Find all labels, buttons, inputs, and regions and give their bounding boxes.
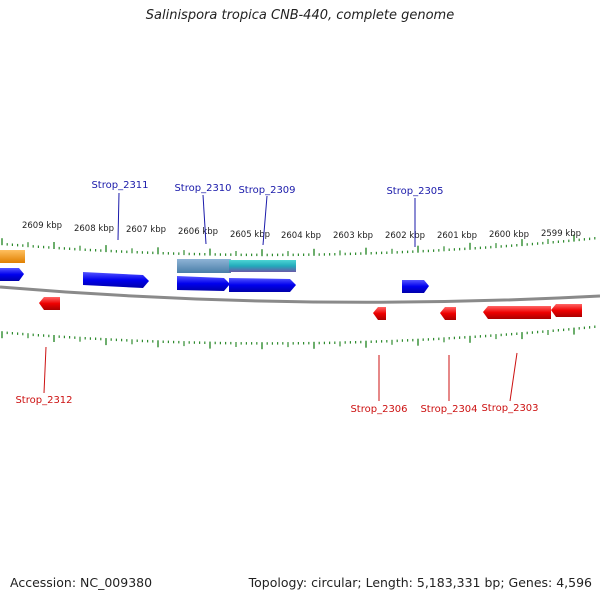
gene-arrow-reverse[interactable] [483, 306, 551, 319]
gene-label-strop-2310[interactable]: Strop_2310 [174, 183, 231, 194]
scale-ticks-upper [1, 234, 596, 257]
reverse-leader-lines [43, 346, 518, 402]
scale-label: 2604 kbp [281, 231, 321, 241]
scale-label: 2603 kbp [333, 231, 373, 241]
steel-feature[interactable] [177, 259, 231, 273]
gene-arrow-forward[interactable] [402, 280, 429, 293]
genome-summary-text: Topology: circular; Length: 5,183,331 bp… [248, 575, 592, 590]
gene-label-strop-2303[interactable]: Strop_2303 [481, 403, 538, 414]
gene-arrow-forward[interactable] [177, 276, 230, 291]
gene-arrow-forward[interactable] [229, 278, 296, 292]
scale-label: 2609 kbp [22, 221, 62, 231]
gene-arrow-reverse[interactable] [440, 307, 456, 320]
teal-feature[interactable] [229, 260, 296, 272]
scale-label: 2608 kbp [74, 224, 114, 234]
gene-arrow-reverse[interactable] [551, 304, 582, 317]
scale-label: 2602 kbp [385, 231, 425, 241]
gene-arrow-forward[interactable] [0, 268, 24, 281]
gene-label-strop-2305[interactable]: Strop_2305 [386, 186, 443, 197]
forward-leader-lines [117, 192, 416, 247]
scale-label: 2605 kbp [230, 230, 270, 240]
gene-label-strop-2306[interactable]: Strop_2306 [350, 404, 407, 415]
scale-label: 2601 kbp [437, 231, 477, 241]
genome-title: Salinispora tropica CNB-440, complete ge… [145, 8, 455, 23]
gene-arrow-reverse[interactable] [39, 297, 60, 310]
genome-backbone [0, 285, 600, 304]
scale-label: 2600 kbp [489, 230, 529, 240]
orange-feature[interactable] [0, 250, 25, 263]
accession-text: Accession: NC_009380 [10, 575, 153, 590]
gene-label-strop-2309[interactable]: Strop_2309 [238, 185, 295, 196]
gene-label-strop-2304[interactable]: Strop_2304 [420, 404, 477, 415]
reverse-genes [39, 297, 582, 320]
gene-arrow-forward[interactable] [83, 272, 149, 288]
gene-arrow-reverse[interactable] [373, 307, 386, 320]
scale-label: 2607 kbp [126, 225, 166, 235]
gene-label-strop-2312[interactable]: Strop_2312 [15, 395, 72, 406]
scale-label: 2606 kbp [178, 227, 218, 237]
scale-ticks-lower [1, 325, 596, 350]
scale-labels: 2609 kbp 2608 kbp 2607 kbp 2606 kbp 2605… [22, 221, 581, 241]
gene-label-strop-2311[interactable]: Strop_2311 [91, 180, 148, 191]
forward-genes [0, 268, 429, 293]
scale-label: 2599 kbp [541, 229, 581, 239]
